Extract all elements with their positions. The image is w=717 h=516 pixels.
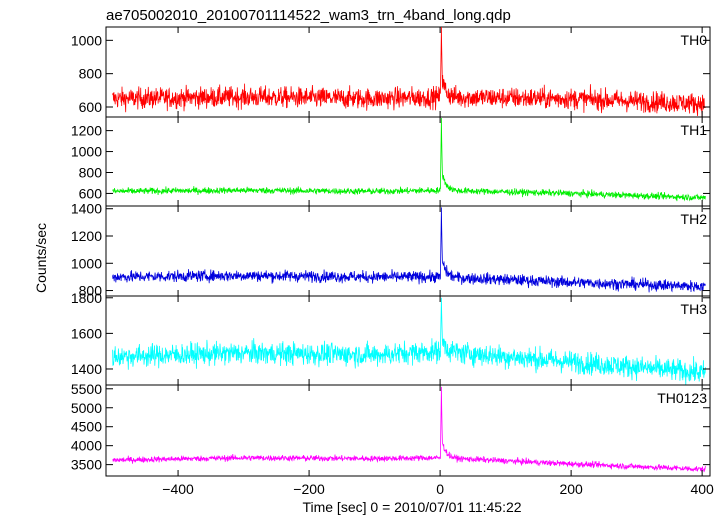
y-tick-label: 1000: [71, 255, 102, 271]
panel-th3: 1400 1600 1800 TH3: [71, 290, 711, 386]
y-tick-label: 1400: [71, 201, 102, 217]
y-tick-label: 800: [79, 283, 103, 299]
y-tick-label: 1800: [71, 290, 102, 306]
y-axis-label: Counts/sec: [33, 223, 49, 293]
y-tick-label: 600: [79, 185, 103, 201]
x-tick-label: 200: [559, 481, 583, 497]
y-tick-label: 1600: [71, 325, 102, 341]
panel-label-th2: TH2: [681, 211, 708, 227]
y-tick-label: 1400: [71, 361, 102, 377]
x-tick-label: 0: [436, 481, 444, 497]
y-tick-label: 600: [79, 99, 103, 115]
series-line-th3: [112, 297, 706, 386]
chart-title: ae705002010_20100701114522_wam3_trn_4ban…: [106, 7, 511, 24]
panel-th0: 600 800 1000 TH0: [71, 26, 711, 118]
y-tick-label: 800: [79, 66, 103, 82]
panel-label-th0123: TH0123: [657, 390, 707, 406]
x-tick-label: −200: [293, 481, 325, 497]
panels: 600 800 1000 TH0 600 800 1000 1200 TH1 800 1000 120…: [71, 26, 714, 497]
panel-th0123: 3500 4000 4500 5000 5500 TH0123: [71, 381, 711, 477]
y-tick-label: 1200: [71, 123, 102, 139]
series-line-th2: [112, 207, 706, 293]
panel-label-th0: TH0: [681, 32, 708, 48]
x-axis-label: Time [sec] 0 = 2010/07/01 11:45:22: [302, 499, 521, 515]
panel-label-th1: TH1: [681, 122, 708, 138]
y-tick-label: 3500: [71, 457, 102, 473]
series-line-th0123: [112, 386, 706, 473]
panel-frame: [105, 384, 711, 477]
y-tick-label: 4500: [71, 419, 102, 435]
y-tick-label: 1000: [71, 32, 102, 48]
y-tick-label: 4000: [71, 438, 102, 454]
y-tick-label: 1000: [71, 144, 102, 160]
series-line-th0: [112, 26, 706, 117]
y-tick-label: 800: [79, 164, 103, 180]
y-tick-label: 1200: [71, 228, 102, 244]
series-line-th1: [112, 117, 706, 202]
panel-label-th3: TH3: [681, 301, 708, 317]
y-tick-label: 5000: [71, 400, 102, 416]
y-tick-label: 5500: [71, 381, 102, 397]
x-tick-label: 400: [690, 481, 714, 497]
panel-th2: 800 1000 1200 1400 TH2: [71, 201, 711, 299]
x-tick-label: −400: [162, 481, 194, 497]
panel-th1: 600 800 1000 1200 TH1: [71, 116, 711, 207]
